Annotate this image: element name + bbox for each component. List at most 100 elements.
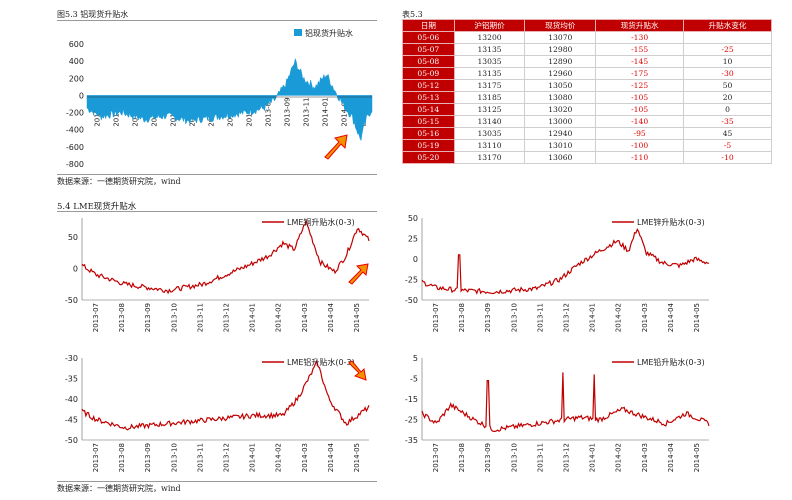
table-cell: -140 — [595, 115, 685, 128]
y-tick-label: -25 — [405, 276, 418, 285]
x-tick-label: 2013-11 — [196, 443, 204, 472]
legend-label: LME铝升贴水(0-3) — [287, 357, 355, 367]
table-cell: 13070 — [524, 31, 597, 44]
table-cell: 05-14 — [402, 103, 455, 116]
y-tick-label: 5 — [413, 354, 418, 363]
x-tick-label: 2014-02 — [615, 303, 623, 332]
table-cell: 13020 — [524, 103, 597, 116]
table-cell: 05-12 — [402, 79, 455, 92]
x-tick-label: 2014-03 — [301, 303, 309, 332]
series-line — [81, 219, 370, 295]
table-cell: -100 — [595, 139, 685, 152]
y-tick-label: 200 — [69, 74, 84, 83]
x-tick-label: 2014-05 — [693, 303, 701, 332]
table-cell: 13140 — [453, 115, 526, 128]
table-cell: -30 — [683, 67, 772, 80]
table-cell: 12940 — [524, 127, 597, 140]
table-cell: 05-16 — [402, 127, 455, 140]
table-cell: 13010 — [524, 139, 597, 152]
table-cell: -175 — [595, 67, 685, 80]
table-cell: 13050 — [524, 79, 597, 92]
table-cell: -105 — [595, 91, 685, 104]
table-cell: -130 — [595, 31, 685, 44]
lme-aluminum-premium-chart: -30 -35 -40 -45 -50 2013-07 2013-08 2013-09 2013… — [65, 354, 370, 472]
y-tick-label: 400 — [69, 57, 84, 66]
x-tick-label: 2013-08 — [458, 303, 466, 332]
table-cell: 05-13 — [402, 91, 455, 104]
y-tick-label: 25 — [408, 235, 418, 244]
caption-rule — [57, 20, 377, 21]
y-tick-label: 0 — [79, 91, 84, 100]
x-tick-label: 2013-10 — [510, 303, 518, 332]
table-cell: 05-20 — [402, 151, 455, 164]
y-tick-label: -50 — [65, 436, 78, 445]
table-cell: 10 — [683, 55, 772, 68]
table-row: 05-13 13185 13080 -105 20 — [402, 91, 772, 104]
lme-lead-premium-chart: 5 -5 -15 -25 -35 2013-07 2013-08 2013-09 2013-10… — [405, 354, 710, 472]
x-tick-label: 2013-07 — [432, 443, 440, 472]
table-cell — [683, 31, 772, 44]
y-tick-label: -45 — [65, 416, 78, 425]
table-cell: 13135 — [453, 67, 526, 80]
table-cell: 12960 — [524, 67, 597, 80]
table-cell: 13000 — [524, 115, 597, 128]
table-cell: 12980 — [524, 43, 597, 56]
x-tick-label: 2013-10 — [510, 443, 518, 472]
legend-label: 铝现货升贴水 — [305, 28, 353, 38]
y-tick-label: 0 — [73, 264, 78, 273]
table-cell: 05-15 — [402, 115, 455, 128]
table-row: 05-19 13110 13010 -100 -5 — [402, 139, 772, 152]
series-line — [421, 228, 709, 295]
y-tick-label: -35 — [405, 436, 418, 445]
table-cell: 20 — [683, 91, 772, 104]
x-tick-label: 2013-11 — [303, 97, 311, 126]
x-tick-label: 2014-04 — [667, 302, 675, 332]
x-tick-label: 2014-01 — [322, 97, 330, 126]
table-caption: 表5.3 — [402, 10, 423, 19]
table-row: 05-15 13140 13000 -140 -35 — [402, 115, 772, 128]
y-tick-label: -5 — [410, 375, 418, 384]
x-tick-label: 2013-09 — [144, 303, 152, 332]
table-cell: 13060 — [524, 151, 597, 164]
table-row: 05-16 13035 12940 -95 45 — [402, 127, 772, 140]
legend-label: LME铜升贴水(0-3) — [287, 217, 355, 227]
table-cell: 13035 — [453, 55, 526, 68]
table-cell: 13035 — [453, 127, 526, 140]
x-tick-label: 2013-08 — [458, 443, 466, 472]
table-cell: 05-19 — [402, 139, 455, 152]
x-tick-label: 2013-11 — [536, 303, 544, 332]
table-cell: 13125 — [453, 103, 526, 116]
aluminum-price-table: 日期 沪铝期价 现货均价 现货升贴水 升贴水变化 05-06 13200 13070 -130… — [402, 19, 772, 164]
x-tick-label: 2013-08 — [118, 443, 126, 472]
table-cell: 13110 — [453, 139, 526, 152]
table-row: 05-14 13125 13020 -105 0 — [402, 103, 772, 116]
series-line — [421, 372, 710, 432]
y-tick-label: 0 — [413, 255, 418, 264]
table-cell: -10 — [683, 151, 772, 164]
highlight-arrow-icon — [348, 263, 369, 285]
x-tick-label: 2013-07 — [92, 303, 100, 332]
table-cell: -155 — [595, 43, 685, 56]
table-cell: 05-09 — [402, 67, 455, 80]
y-tick-label: -40 — [65, 395, 78, 404]
figure-caption-aluminum-spot: 图5.3 铝现货升贴水 — [57, 10, 129, 19]
x-tick-label: 2014-03 — [641, 303, 649, 332]
table-cell: 13080 — [524, 91, 597, 104]
table-header-0: 日期 — [402, 19, 455, 32]
table-cell: 50 — [683, 79, 772, 92]
series-line — [81, 358, 370, 431]
x-tick-label: 2014-01 — [589, 303, 597, 332]
table-cell: 13135 — [453, 43, 526, 56]
x-tick-label: 2014-02 — [275, 303, 283, 332]
x-tick-label: 2013-12 — [563, 443, 571, 472]
x-tick-label: 2014-04 — [327, 302, 335, 332]
y-tick-label: -800 — [66, 160, 84, 169]
x-tick-label: 2014-04 — [327, 442, 335, 472]
x-tick-label: 2014-05 — [353, 443, 361, 472]
y-tick-label: 600 — [69, 40, 84, 49]
table-cell: -35 — [683, 115, 772, 128]
section-title: 5.4 LME现货升贴水 — [57, 202, 137, 212]
x-tick-label: 2013-07 — [92, 443, 100, 472]
lme-zinc-premium-chart: 50 25 0 -25 -50 2013-07 2013-08 2013-09 2013-10 2… — [405, 214, 709, 332]
